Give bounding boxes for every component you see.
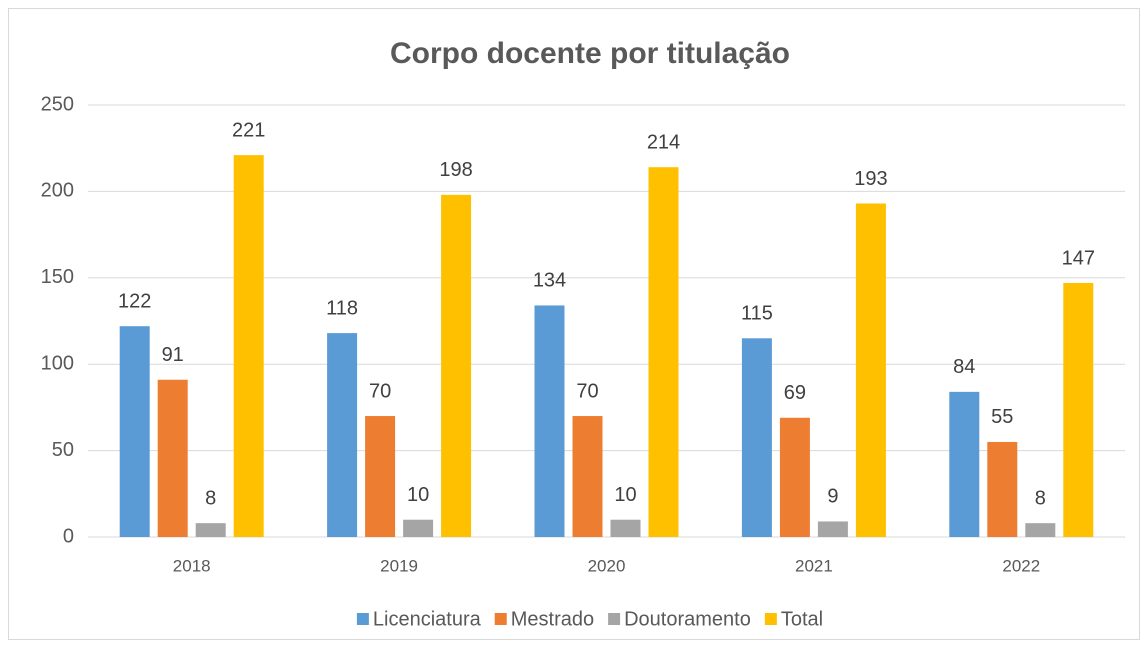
data-label: 134 bbox=[533, 270, 566, 292]
bar bbox=[855, 203, 886, 537]
data-label: 69 bbox=[784, 382, 806, 404]
chart-frame bbox=[8, 8, 1140, 640]
data-label: 122 bbox=[118, 290, 151, 312]
x-tick-label: 2019 bbox=[380, 556, 418, 575]
bar bbox=[365, 416, 396, 537]
bar bbox=[441, 194, 472, 537]
data-label: 8 bbox=[205, 487, 216, 509]
bar bbox=[949, 391, 980, 537]
data-label: 10 bbox=[407, 484, 429, 506]
legend-label: Mestrado bbox=[511, 608, 594, 630]
bar bbox=[741, 338, 772, 537]
legend-swatch bbox=[608, 613, 621, 625]
chart-title: Corpo docente por titulação bbox=[390, 37, 790, 70]
data-label: 84 bbox=[953, 356, 975, 378]
x-tick-label: 2020 bbox=[588, 556, 626, 575]
bar bbox=[779, 417, 810, 537]
bar bbox=[648, 167, 679, 537]
data-label: 118 bbox=[326, 297, 358, 319]
legend-swatch bbox=[494, 613, 507, 625]
y-tick-label: 200 bbox=[41, 180, 74, 202]
legend-label: Licenciatura bbox=[373, 608, 482, 630]
legend-label: Doutoramento bbox=[624, 608, 751, 630]
data-label: 115 bbox=[741, 303, 773, 325]
bar bbox=[1063, 282, 1094, 537]
bar bbox=[119, 326, 150, 537]
legend-swatch bbox=[764, 613, 777, 625]
x-tick-label: 2022 bbox=[1002, 556, 1040, 575]
bar bbox=[572, 416, 603, 537]
bar bbox=[1025, 523, 1056, 537]
bar bbox=[987, 441, 1018, 537]
data-label: 10 bbox=[614, 484, 636, 506]
data-label: 70 bbox=[369, 380, 391, 402]
data-label: 193 bbox=[854, 168, 887, 190]
y-tick-label: 150 bbox=[41, 266, 74, 288]
y-tick-label: 50 bbox=[52, 439, 74, 461]
bar bbox=[233, 155, 264, 537]
data-label: 9 bbox=[827, 486, 838, 508]
bar bbox=[403, 519, 434, 537]
legend-label: Total bbox=[781, 608, 823, 630]
y-tick-label: 0 bbox=[63, 525, 74, 547]
bar bbox=[195, 523, 226, 537]
y-tick-label: 250 bbox=[41, 93, 74, 115]
y-tick-label: 100 bbox=[41, 352, 74, 374]
data-label: 221 bbox=[232, 119, 265, 141]
x-tick-label: 2021 bbox=[795, 556, 833, 575]
data-label: 198 bbox=[439, 159, 472, 181]
legend-swatch bbox=[356, 613, 369, 625]
data-label: 214 bbox=[647, 131, 680, 153]
bar bbox=[157, 379, 188, 537]
data-label: 91 bbox=[162, 344, 184, 366]
bar bbox=[610, 519, 641, 537]
bar bbox=[534, 305, 565, 537]
bar bbox=[327, 333, 358, 537]
data-label: 55 bbox=[991, 406, 1013, 428]
data-label: 70 bbox=[576, 380, 598, 402]
bar bbox=[817, 521, 848, 537]
data-label: 147 bbox=[1062, 247, 1095, 269]
data-label: 8 bbox=[1035, 487, 1046, 509]
x-tick-label: 2018 bbox=[173, 556, 211, 575]
